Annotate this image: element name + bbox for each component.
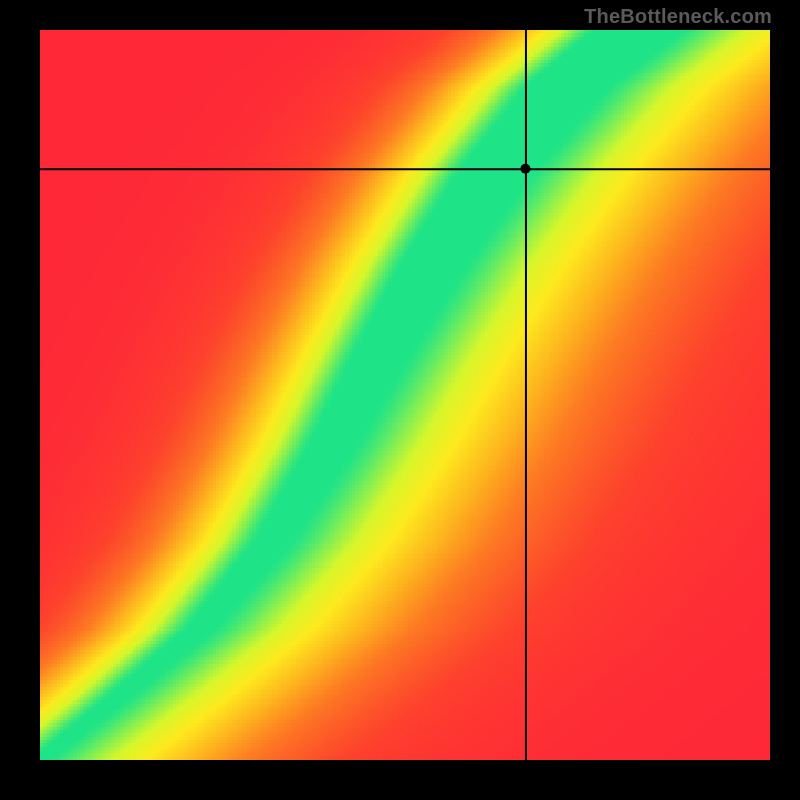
chart-frame: TheBottleneck.com (0, 0, 800, 800)
heatmap-canvas (40, 30, 770, 760)
watermark-text: TheBottleneck.com (584, 6, 772, 29)
